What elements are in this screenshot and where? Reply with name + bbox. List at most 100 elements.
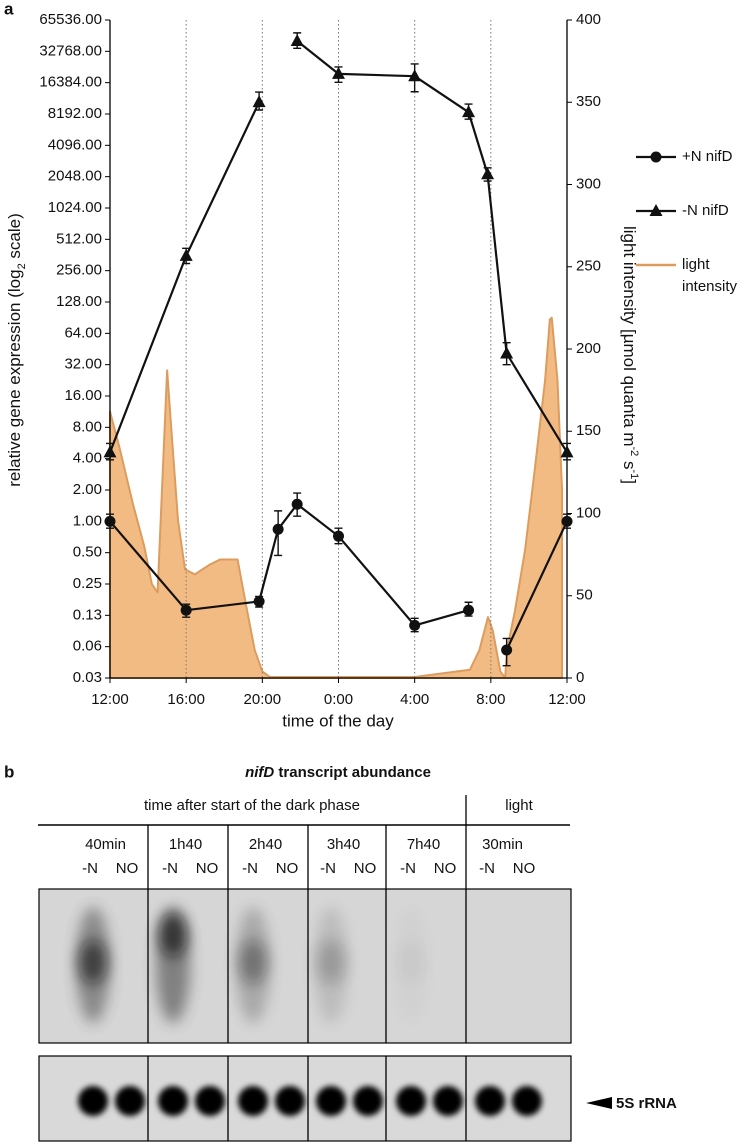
light-area: [109, 316, 564, 679]
band-5s: [316, 1086, 346, 1116]
legend-label-line: intensity: [682, 278, 738, 295]
y-tick-label: 256.00: [56, 262, 102, 279]
blot-signals: [76, 907, 542, 1116]
y2-axis-title-part: s: [620, 456, 639, 469]
y-tick-label: 1024.00: [48, 199, 102, 216]
smear-core: [79, 940, 107, 984]
band-5s: [78, 1086, 108, 1116]
data-point: [180, 604, 192, 616]
band-5s: [475, 1086, 505, 1116]
data-point: [272, 523, 284, 535]
y2-tick-label: 250: [576, 258, 601, 275]
y-tick-label: 0.03: [73, 669, 102, 686]
data-point: [501, 644, 513, 656]
band-5s: [353, 1086, 383, 1116]
x-tick-label: 8:00: [476, 691, 505, 708]
y2-tick-label: 150: [576, 422, 601, 439]
data-point: [291, 498, 303, 510]
data-point: [463, 604, 475, 616]
data-point: [500, 346, 514, 359]
legend-label: -N nifD: [682, 202, 729, 219]
data-point: [332, 66, 345, 79]
time-label: 2h40: [249, 836, 282, 853]
y-tick-label: 0.13: [73, 606, 102, 623]
legend-marker: [649, 204, 663, 216]
y-tick-label: 64.00: [64, 324, 102, 341]
blot-title-rest: transcript abundance: [274, 764, 431, 781]
smear-core: [317, 940, 345, 984]
x-tick-label: 12:00: [548, 691, 586, 708]
lane-label: -N: [400, 860, 416, 877]
data-point: [561, 515, 573, 527]
y-tick-label: 4.00: [73, 450, 102, 467]
time-label: 40min: [85, 836, 126, 853]
data-point: [252, 95, 266, 108]
band-5s: [238, 1086, 268, 1116]
data-point: [290, 33, 304, 46]
y-axis-title-part: scale): [5, 213, 24, 263]
y2-axis-title-part: light intensity [µmol quanta m: [620, 226, 639, 447]
lane-label: NO: [196, 860, 219, 877]
legend-label: +N nifD: [682, 148, 733, 165]
data-point: [481, 167, 495, 180]
data-point: [462, 105, 476, 118]
y-tick-label: 32768.00: [39, 42, 102, 59]
y-axis-title-part: relative gene expression (log: [5, 269, 24, 486]
y-tick-label: 8192.00: [48, 105, 102, 122]
legend-label-line: light: [682, 256, 710, 273]
legend-label: light intensity: [682, 256, 738, 295]
lane-label: NO: [116, 860, 139, 877]
time-label: 1h40: [169, 836, 202, 853]
band-arrow: [586, 1097, 612, 1109]
header-dark: time after start of the dark phase: [144, 797, 360, 814]
time-label: 3h40: [327, 836, 360, 853]
y2-tick-label: 0: [576, 669, 584, 686]
y-tick-label: 2048.00: [48, 168, 102, 185]
header-light: light: [505, 797, 533, 814]
band-5s: [158, 1086, 188, 1116]
data-point: [333, 530, 344, 542]
x-tick-label: 20:00: [244, 691, 282, 708]
y-tick-label: 8.00: [73, 418, 102, 435]
band-5s: [433, 1086, 463, 1116]
y-axis-title-sub: 2: [16, 263, 28, 269]
y-tick-label: 4096.00: [48, 136, 102, 153]
data-point: [560, 445, 574, 458]
y-tick-label: 512.00: [56, 230, 102, 247]
y-tick-label: 32.00: [64, 356, 102, 373]
smear-core: [239, 940, 267, 984]
y-tick-label: 0.06: [73, 638, 102, 655]
blot-title: nifD transcript abundance: [245, 764, 431, 781]
band-5s: [396, 1086, 426, 1116]
lane-label: -N: [242, 860, 258, 877]
band-5s: [195, 1086, 225, 1116]
y-tick-label: 0.25: [73, 575, 102, 592]
smear-core: [159, 913, 187, 957]
data-point: [104, 515, 116, 527]
y2-tick-label: 400: [576, 11, 601, 28]
x-tick-label: 4:00: [400, 691, 429, 708]
band-label: 5S rRNA: [616, 1095, 677, 1112]
time-label: 7h40: [407, 836, 440, 853]
panel-label: b: [4, 762, 14, 781]
x-tick-label: 16:00: [167, 691, 205, 708]
y-tick-label: 16384.00: [39, 74, 102, 91]
legend-marker: [650, 151, 662, 163]
y2-axis-title-part: ]: [620, 479, 639, 484]
y2-tick-label: 50: [576, 587, 593, 604]
y2-axis-title: light intensity [µmol quanta m-2 s-1]: [620, 226, 641, 484]
y2-tick-label: 100: [576, 504, 601, 521]
x-tick-label: 12:00: [91, 691, 129, 708]
lane-label: NO: [513, 860, 536, 877]
lane-label: NO: [276, 860, 299, 877]
y2-axis-title-sup: -1: [628, 470, 640, 480]
data-point: [253, 595, 265, 607]
data-point: [408, 69, 422, 82]
y-tick-label: 65536.00: [39, 11, 102, 28]
lane-label: -N: [162, 860, 178, 877]
lane-label: -N: [479, 860, 495, 877]
lane-label: NO: [434, 860, 457, 877]
x-axis-title: time of the day: [282, 711, 394, 730]
y-axis-title: relative gene expression (log2 scale): [5, 213, 27, 487]
y2-tick-label: 300: [576, 175, 601, 192]
